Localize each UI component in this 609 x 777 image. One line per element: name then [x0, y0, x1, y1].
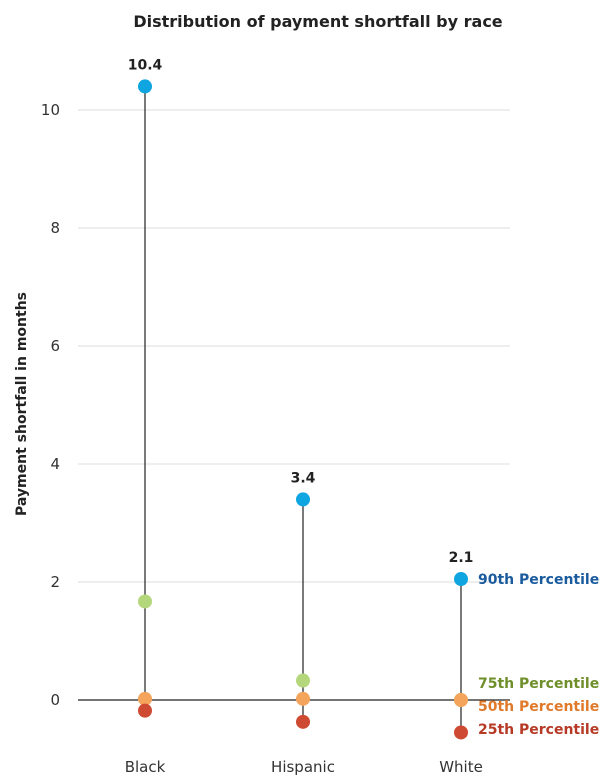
point-25th-percentile-hispanic — [296, 714, 310, 729]
x-tick-hispanic: Hispanic — [271, 758, 335, 776]
legend-25th-percentile: 25th Percentile — [478, 722, 599, 738]
point-90th-percentile-white — [454, 572, 468, 587]
point-50th-percentile-hispanic — [296, 691, 310, 706]
y-tick-6: 6 — [50, 337, 60, 355]
data-points — [138, 79, 468, 740]
point-75th-percentile-black — [138, 594, 152, 609]
y-tick-8: 8 — [50, 219, 60, 237]
point-90th-percentile-hispanic — [296, 492, 310, 507]
point-90th-percentile-black — [138, 79, 152, 94]
legend-75th-percentile: 75th Percentile — [478, 676, 599, 692]
point-25th-percentile-white — [454, 725, 468, 740]
y-tick-0: 0 — [50, 691, 60, 709]
data-label-black: 10.4 — [128, 57, 163, 73]
y-tick-4: 4 — [50, 455, 60, 473]
point-75th-percentile-hispanic — [296, 673, 310, 688]
x-tick-labels: Black Hispanic White — [125, 758, 483, 776]
data-label-hispanic: 3.4 — [291, 470, 316, 486]
y-axis-label: Payment shortfall in months — [14, 292, 30, 516]
x-tick-black: Black — [125, 758, 166, 776]
stems — [144, 86, 462, 733]
legend: 90th Percentile 75th Percentile 50th Perce… — [478, 572, 599, 738]
chart-title: Distribution of payment shortfall by rac… — [133, 12, 502, 31]
x-tick-white: White — [439, 758, 483, 776]
point-50th-percentile-black — [138, 691, 152, 706]
point-50th-percentile-white — [454, 693, 468, 707]
y-tick-2: 2 — [50, 573, 60, 591]
legend-90th-percentile: 90th Percentile — [478, 572, 599, 588]
legend-50th-percentile: 50th Percentile — [478, 699, 599, 715]
data-labels: 10.4 3.4 2.1 — [128, 57, 474, 566]
gridlines — [78, 109, 510, 583]
point-25th-percentile-black — [138, 703, 152, 718]
data-label-white: 2.1 — [449, 550, 474, 566]
y-tick-10: 10 — [41, 101, 60, 119]
y-tick-labels: 0 2 4 6 8 10 — [41, 101, 60, 709]
